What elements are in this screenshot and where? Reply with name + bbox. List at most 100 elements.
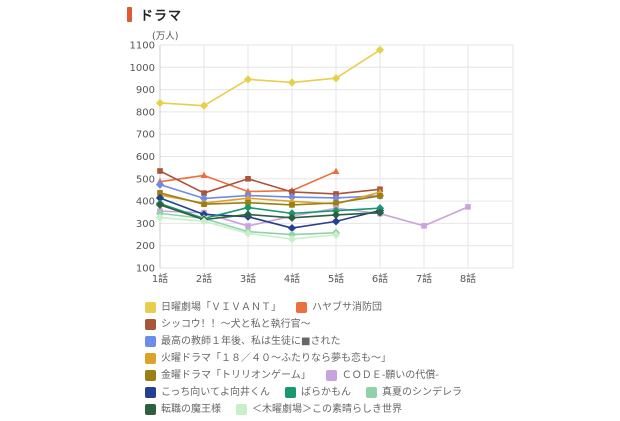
y-tick-label: 100 xyxy=(136,264,155,275)
legend-item: ばらかもん xyxy=(285,387,351,398)
legend-label: 真夏のシンデレラ xyxy=(382,387,462,398)
legend-label: ＜木曜劇場＞この素晴らしき世界 xyxy=(252,404,402,415)
data-point-marker xyxy=(244,194,252,201)
data-point-marker xyxy=(287,223,297,233)
legend-label: 金曜ドラマ「トリリオンゲーム」 xyxy=(161,370,311,381)
data-point-marker xyxy=(199,217,209,226)
legend-label: こっち向いてよ向井くん xyxy=(161,387,270,398)
title-accent-bar xyxy=(127,7,132,22)
legend-swatch xyxy=(285,387,296,398)
legend-item: ＜木曜劇場＞この素晴らしき世界 xyxy=(236,404,402,415)
y-tick-label: 1100 xyxy=(130,41,155,52)
legend-label: ばらかもん xyxy=(301,387,351,398)
legend-row: 火曜ドラマ「１８／４０～ふたりなら夢も恋も～」 xyxy=(145,353,615,364)
legend-swatch xyxy=(145,336,156,347)
y-tick-label: 500 xyxy=(136,174,155,185)
legend-item: ＣＯＤＥ-願いの代償- xyxy=(325,370,439,381)
series-line xyxy=(159,197,381,229)
legend-item: 転職の魔王様 xyxy=(145,404,221,415)
legend-swatch xyxy=(366,387,377,398)
data-point-marker xyxy=(199,194,209,203)
y-tick-label: 200 xyxy=(136,241,155,252)
series-line xyxy=(159,204,381,221)
legend-swatch xyxy=(145,319,156,330)
data-point-marker xyxy=(155,180,165,189)
unit-label: (万人) xyxy=(152,31,178,42)
series-line xyxy=(159,183,381,200)
y-tick-label: 300 xyxy=(136,219,155,230)
legend-swatch xyxy=(296,302,307,313)
y-tick-label: 700 xyxy=(136,130,155,141)
data-point-marker xyxy=(333,200,339,206)
x-tick-label: 8話 xyxy=(460,272,476,285)
legend-swatch xyxy=(145,302,156,313)
y-tick-label: 600 xyxy=(136,152,155,163)
series-line xyxy=(159,49,381,107)
legend-label: 日曜劇場「ＶＩＶＡＮＴ」 xyxy=(161,302,281,313)
series-line xyxy=(159,170,381,195)
data-point-marker xyxy=(199,101,209,110)
legend-swatch xyxy=(145,353,156,364)
legend-row: 最高の教師１年後、私は生徒に■された xyxy=(145,336,615,347)
x-tick-label: 7話 xyxy=(416,272,432,285)
data-point-marker xyxy=(245,223,251,229)
data-point-marker xyxy=(245,176,251,182)
x-tick-label: 1話 xyxy=(152,272,168,285)
legend-swatch xyxy=(325,370,337,381)
data-point-marker xyxy=(331,210,341,220)
data-point-marker xyxy=(421,223,427,229)
legend-swatch xyxy=(145,370,156,381)
data-point-marker xyxy=(243,203,253,212)
data-point-marker xyxy=(245,199,251,206)
y-tick-label: 1000 xyxy=(130,63,155,74)
data-point-marker xyxy=(287,213,297,222)
legend-item: 日曜劇場「ＶＩＶＡＮＴ」 xyxy=(145,302,281,313)
data-point-marker xyxy=(155,193,165,203)
page-title: ドラマ xyxy=(140,9,183,24)
data-point-marker xyxy=(155,200,165,209)
legend-item: 真夏のシンデレラ xyxy=(366,387,462,398)
x-tick-label: 2話 xyxy=(196,272,212,285)
data-point-marker xyxy=(331,74,341,83)
data-point-marker xyxy=(375,204,385,213)
data-point-marker xyxy=(289,202,295,208)
legend-item: こっち向いてよ向井くん xyxy=(145,387,270,398)
x-tick-label: 3話 xyxy=(240,272,256,285)
legend-item: シッコウ！！～犬と私と執行官～ xyxy=(145,319,311,330)
data-point-marker xyxy=(201,201,207,208)
legend-label: ハヤブサ消防団 xyxy=(312,302,382,313)
legend-swatch xyxy=(236,404,247,415)
data-point-marker xyxy=(157,190,163,196)
data-point-marker xyxy=(155,213,165,222)
legend-row: シッコウ！！～犬と私と執行官～ xyxy=(145,319,615,330)
x-tick-label: 4話 xyxy=(284,272,300,285)
legend-item: ハヤブサ消防団 xyxy=(296,302,382,313)
legend-label: 転職の魔王様 xyxy=(161,404,221,415)
legend-swatch xyxy=(145,404,156,415)
data-point-marker xyxy=(201,190,207,196)
data-point-marker xyxy=(331,193,341,203)
data-point-marker xyxy=(157,168,163,174)
x-tick-label: 6話 xyxy=(372,272,388,285)
data-point-marker xyxy=(200,171,208,179)
data-point-marker xyxy=(377,193,383,199)
legend-item: 金曜ドラマ「トリリオンゲーム」 xyxy=(145,370,311,381)
legend-row: 日曜劇場「ＶＩＶＡＮＴ」 ハヤブサ消防団 xyxy=(145,302,615,313)
series-line xyxy=(159,202,381,220)
x-tick-label: 5話 xyxy=(328,272,344,285)
series-line xyxy=(159,192,381,206)
legend-row: こっち向いてよ向井くん ばらかもん 真夏のシンデレラ xyxy=(145,387,615,398)
legend-label: シッコウ！！～犬と私と執行官～ xyxy=(161,319,311,330)
data-point-marker xyxy=(375,45,385,55)
y-tick-label: 800 xyxy=(136,107,155,118)
data-point-marker xyxy=(287,78,297,87)
data-point-marker xyxy=(243,229,253,238)
data-point-marker xyxy=(375,208,385,217)
data-point-marker xyxy=(332,167,340,175)
legend-label: ＣＯＤＥ-願いの代償- xyxy=(341,370,439,381)
legend-label: 火曜ドラマ「１８／４０～ふたりなら夢も恋も～」 xyxy=(161,353,391,364)
chart-svg: 100 200 300 400 500 600 700 800 900 1000 1100 1話 2話 3… xyxy=(130,31,514,285)
data-point-marker xyxy=(331,206,341,215)
data-point-marker xyxy=(243,75,253,84)
data-point-marker xyxy=(289,189,295,195)
